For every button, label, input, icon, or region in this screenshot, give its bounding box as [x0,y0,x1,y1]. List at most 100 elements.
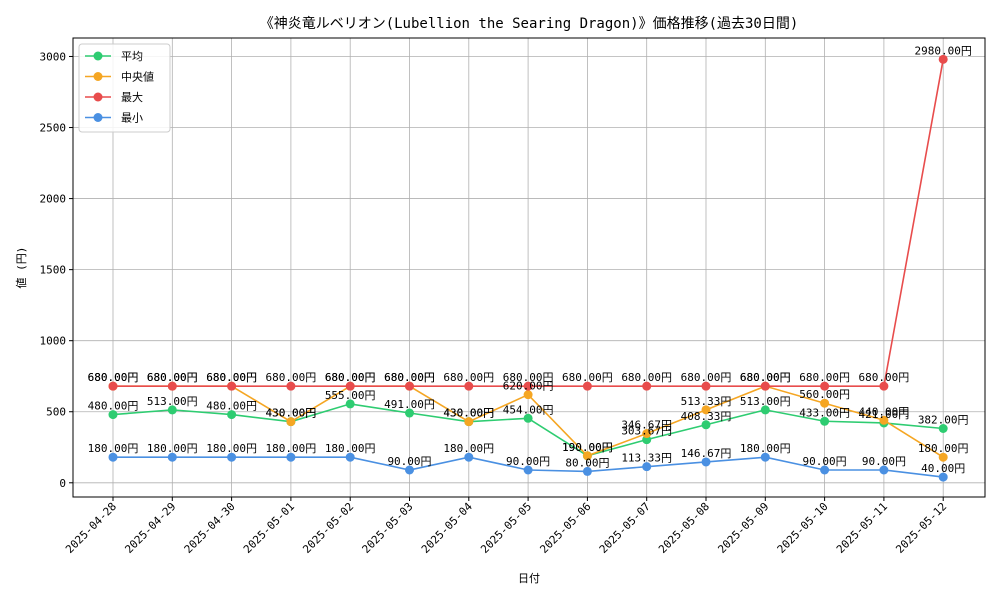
y-tick-label: 1500 [40,264,67,277]
x-tick-label: 2025-05-09 [715,500,771,556]
legend-label: 最大 [121,90,143,104]
legend-marker [93,51,103,61]
data-label: 90.00円 [387,455,431,468]
x-tick-label: 2025-05-06 [537,500,593,556]
x-tick-label: 2025-05-03 [360,500,416,556]
data-point [167,452,177,462]
data-label: 382.00円 [918,414,969,427]
x-tick-label: 2025-05-10 [775,500,831,556]
data-label: 2980.00円 [915,44,972,57]
data-point [464,452,474,462]
legend-label: 平均 [121,50,143,63]
data-point [642,429,652,439]
data-label: 680.00円 [325,371,376,384]
x-axis-title: 日付 [518,572,540,585]
data-point [879,465,889,475]
data-point [108,410,118,420]
x-tick-label: 2025-05-07 [597,500,653,556]
data-label: 680.00円 [206,371,257,384]
data-label: 560.00円 [799,388,850,401]
x-tick-label: 2025-05-02 [300,500,356,556]
x-tick-label: 2025-05-11 [834,500,890,556]
data-label: 680.00円 [147,371,198,384]
plot-frame [72,37,986,498]
data-point [464,381,474,391]
data-label: 180.00円 [206,442,257,455]
y-tick-label: 500 [46,406,66,419]
data-label: 680.00円 [503,371,554,384]
data-label: 180.00円 [740,442,791,455]
data-point [879,381,889,391]
legend-item: 最大 [85,90,143,104]
data-label: 180.00円 [266,442,317,455]
x-tick-label: 2025-05-05 [478,500,534,556]
legend-label: 最小 [121,112,143,125]
data-point [582,451,592,461]
data-label: 303.67円 [621,425,672,438]
data-label: 680.00円 [859,371,910,384]
x-tick-label: 2025-04-30 [182,500,238,556]
data-point [701,420,711,430]
data-label: 190.00円 [562,441,613,454]
data-point [286,381,296,391]
data-point [938,452,948,462]
data-point [345,399,355,409]
data-point [582,466,592,476]
y-tick-label: 2000 [40,193,67,206]
data-label: 180.00円 [147,442,198,455]
data-point [760,452,770,462]
y-axis: 0 500 1000 1500 2000 2500 3000 [40,50,73,490]
data-point [701,457,711,467]
legend-label: 中央値 [121,71,154,84]
data-label: 680.00円 [443,371,494,384]
data-label: 430.00円 [266,407,317,420]
data-point [523,465,533,475]
data-label: 680.00円 [325,371,376,384]
data-label: 680.00円 [740,371,791,384]
series-3 [108,54,948,391]
data-label: 80.00円 [565,456,609,469]
data-label: 90.00円 [862,455,906,468]
series-layer [108,54,948,482]
data-point [286,452,296,462]
data-point [227,452,237,462]
data-label: 480.00円 [206,400,257,413]
data-label: 146.67円 [681,447,732,460]
y-tick-label: 0 [59,477,66,490]
data-label: 346.67円 [621,419,672,432]
data-point [523,390,533,400]
data-label: 433.00円 [799,406,850,419]
data-label: 680.00円 [799,371,850,384]
data-point [938,54,948,64]
data-point [227,410,237,420]
data-point [167,405,177,415]
data-label: 513.33円 [681,395,732,408]
data-point [523,381,533,391]
data-label: 90.00円 [506,455,550,468]
x-tick-label: 2025-05-01 [241,500,297,556]
data-label: 454.00円 [503,403,554,416]
data-label: 113.33円 [621,452,672,465]
data-point [523,413,533,423]
data-label: 680.00円 [681,371,732,384]
data-label: 430.00円 [443,407,494,420]
data-label: 90.00円 [803,455,847,468]
data-point [701,405,711,415]
data-label: 408.33円 [681,410,732,423]
legend-item: 中央値 [85,71,154,84]
data-label: 513.00円 [147,395,198,408]
data-point [820,465,830,475]
data-label: 620.00円 [503,380,554,393]
grid [73,38,985,497]
legend-marker [93,113,103,122]
data-label: 430.00円 [443,407,494,420]
data-point [108,381,118,391]
data-point [879,415,889,425]
y-axis-title: 値 (円) [15,247,28,289]
legend-marker [93,92,103,102]
data-label: 513.00円 [740,395,791,408]
data-point [345,381,355,391]
data-label: 430.00円 [266,407,317,420]
